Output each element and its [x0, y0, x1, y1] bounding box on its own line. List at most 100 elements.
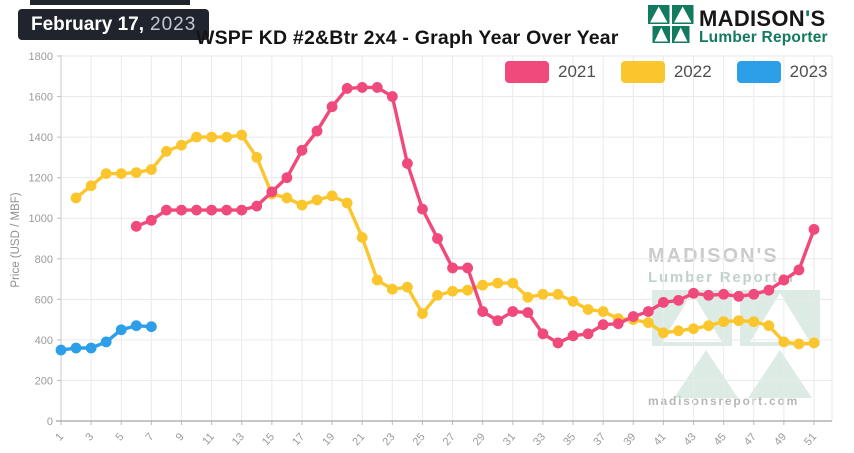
legend-label: 2023 — [789, 62, 828, 81]
series-2021-point — [507, 306, 519, 317]
series-2022-point — [447, 285, 458, 297]
svg-text:31: 31 — [501, 431, 518, 448]
series-2021-point — [281, 172, 293, 184]
legend-label: 2021 — [558, 62, 596, 81]
series-2021-point — [311, 125, 323, 137]
svg-text:33: 33 — [531, 431, 548, 448]
series-2022-point — [85, 180, 97, 192]
series-2021-point — [386, 91, 398, 102]
svg-text:21: 21 — [350, 431, 367, 448]
series-2022-point — [70, 192, 82, 204]
series-2022-point — [507, 277, 519, 289]
svg-text:41: 41 — [652, 431, 669, 448]
series-2022-point — [221, 131, 233, 143]
logo-text: MADISON'S Lumber Reporter — [699, 6, 828, 47]
series-2021-point — [176, 204, 187, 216]
svg-text:1800: 1800 — [29, 51, 53, 63]
series-2022-point — [477, 279, 489, 291]
svg-text:19: 19 — [320, 431, 337, 448]
legend-swatch — [736, 61, 781, 83]
svg-text:39: 39 — [621, 431, 638, 448]
series-2021-point — [597, 319, 609, 331]
madisons-trees-icon — [648, 5, 694, 50]
series-2023-point — [85, 342, 97, 354]
series-2022-point — [582, 304, 594, 315]
date-text: February 17, — [31, 13, 144, 35]
svg-text:15: 15 — [260, 431, 277, 448]
series-2022-point — [793, 338, 805, 350]
logo-apostrophe-leaf: ' — [805, 6, 811, 31]
series-2022-point — [522, 291, 534, 303]
logo-name-s: S — [810, 6, 826, 31]
legend-item-2022[interactable]: 2022 — [620, 61, 712, 83]
series-2021-point — [642, 306, 654, 317]
svg-text:17: 17 — [290, 431, 307, 448]
series-2021-point — [567, 330, 579, 342]
watermark: MADISON'S Lumber Reporter madisonsreport… — [648, 245, 828, 408]
series-2021-point — [296, 144, 308, 156]
series-2021-point — [477, 306, 489, 317]
series-2021-point — [718, 288, 730, 300]
series-2021-point — [251, 200, 263, 212]
series-2023-point — [70, 342, 82, 354]
series-2022-point — [763, 320, 775, 332]
series-2021-point — [673, 294, 684, 306]
series-2022-point — [191, 131, 202, 143]
series-2023-point — [55, 344, 67, 356]
top-strip — [30, 0, 190, 5]
svg-text:1000: 1000 — [29, 213, 53, 225]
series-2022-point — [296, 199, 308, 211]
logo-name-main: MADISON — [699, 6, 805, 31]
watermark-title: MADISON'S — [648, 245, 779, 267]
svg-text:51: 51 — [802, 431, 819, 448]
legend-item-2021[interactable]: 2021 — [505, 61, 596, 83]
series-2022-point — [778, 336, 790, 348]
svg-text:1: 1 — [53, 431, 66, 444]
logo: MADISON'S Lumber Reporter — [648, 5, 828, 50]
series-2021-point — [748, 288, 760, 300]
series-2022-point — [417, 308, 428, 319]
svg-text:800: 800 — [35, 254, 53, 266]
svg-text:3: 3 — [83, 431, 96, 444]
series-2021-point — [808, 223, 820, 235]
series-2023-point — [100, 336, 112, 348]
series-2022-point — [733, 315, 745, 327]
series-2022-point — [236, 129, 248, 141]
svg-text:5: 5 — [113, 431, 126, 444]
series-2022-point — [206, 131, 218, 143]
series-2022-point — [145, 164, 157, 175]
svg-text:35: 35 — [561, 431, 578, 448]
svg-text:600: 600 — [35, 294, 53, 306]
series-2021-point — [462, 262, 474, 274]
svg-text:9: 9 — [174, 431, 187, 444]
svg-text:13: 13 — [230, 431, 247, 448]
legend-swatch — [505, 61, 549, 83]
series-2021-point — [266, 186, 278, 198]
series-2021-point — [236, 204, 248, 216]
series-2022-point — [311, 194, 323, 206]
series-2021-point — [688, 287, 699, 299]
series-2022-point — [597, 306, 609, 317]
series-2021-point — [778, 274, 790, 286]
series-2022-point — [115, 168, 127, 180]
series-2022-point — [688, 323, 699, 335]
series-2021-point — [401, 158, 413, 169]
series-2022-point — [673, 325, 684, 337]
series-2022-point — [130, 167, 142, 178]
svg-text:37: 37 — [591, 431, 608, 448]
svg-text:43: 43 — [682, 431, 699, 448]
series-2021-point — [703, 289, 714, 301]
series-2021-point — [161, 204, 172, 216]
series-2021-point — [356, 82, 368, 93]
svg-text:49: 49 — [772, 431, 789, 448]
series-2023-point — [130, 320, 142, 332]
series-2023-point — [145, 321, 157, 333]
series-2022-point — [161, 145, 172, 157]
legend-item-2023[interactable]: 2023 — [736, 61, 828, 83]
series-2021-line — [134, 85, 816, 345]
series-2021-point — [552, 337, 564, 349]
svg-text:45: 45 — [712, 431, 729, 448]
series-2022-point — [176, 139, 187, 151]
date-badge: February 17, 2023 — [18, 9, 210, 40]
